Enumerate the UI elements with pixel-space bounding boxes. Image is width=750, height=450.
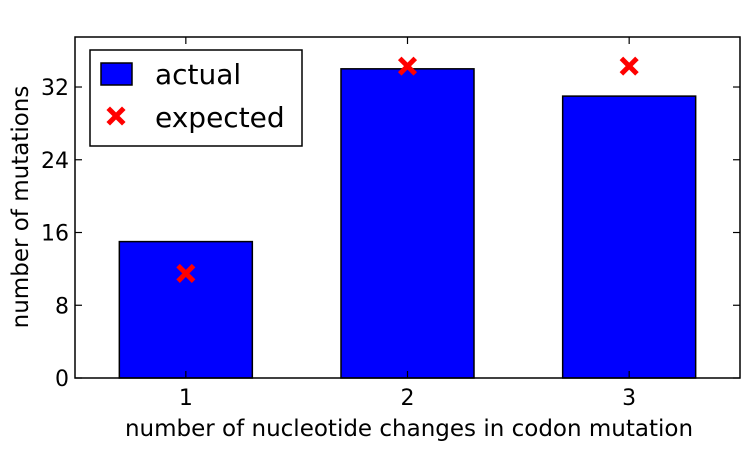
x-tick-label: 1 xyxy=(179,386,193,411)
legend-label-expected: expected xyxy=(155,101,285,134)
legend-marker-expected xyxy=(106,106,126,126)
legend: actual expected xyxy=(89,49,303,147)
marker-expected-1 xyxy=(176,263,196,283)
marker-expected-2 xyxy=(397,56,418,76)
x-axis-label: number of nucleotide changes in codon mu… xyxy=(125,416,693,442)
y-axis-label: number of mutations xyxy=(8,86,34,329)
x-tick-label: 2 xyxy=(401,386,415,411)
bar-actual-2 xyxy=(340,68,475,379)
y-tick-label: 24 xyxy=(41,149,69,174)
x-tick-label: 3 xyxy=(622,386,636,411)
y-tick-label: 32 xyxy=(41,76,69,101)
y-tick-label: 0 xyxy=(55,367,69,392)
legend-swatch-actual xyxy=(100,62,133,86)
bar-actual-1 xyxy=(118,240,254,379)
legend-label-actual: actual xyxy=(155,58,241,91)
y-tick-label: 8 xyxy=(55,294,69,319)
marker-expected-3 xyxy=(619,56,639,76)
bar-actual-3 xyxy=(561,95,697,379)
y-tick-label: 16 xyxy=(41,222,69,247)
